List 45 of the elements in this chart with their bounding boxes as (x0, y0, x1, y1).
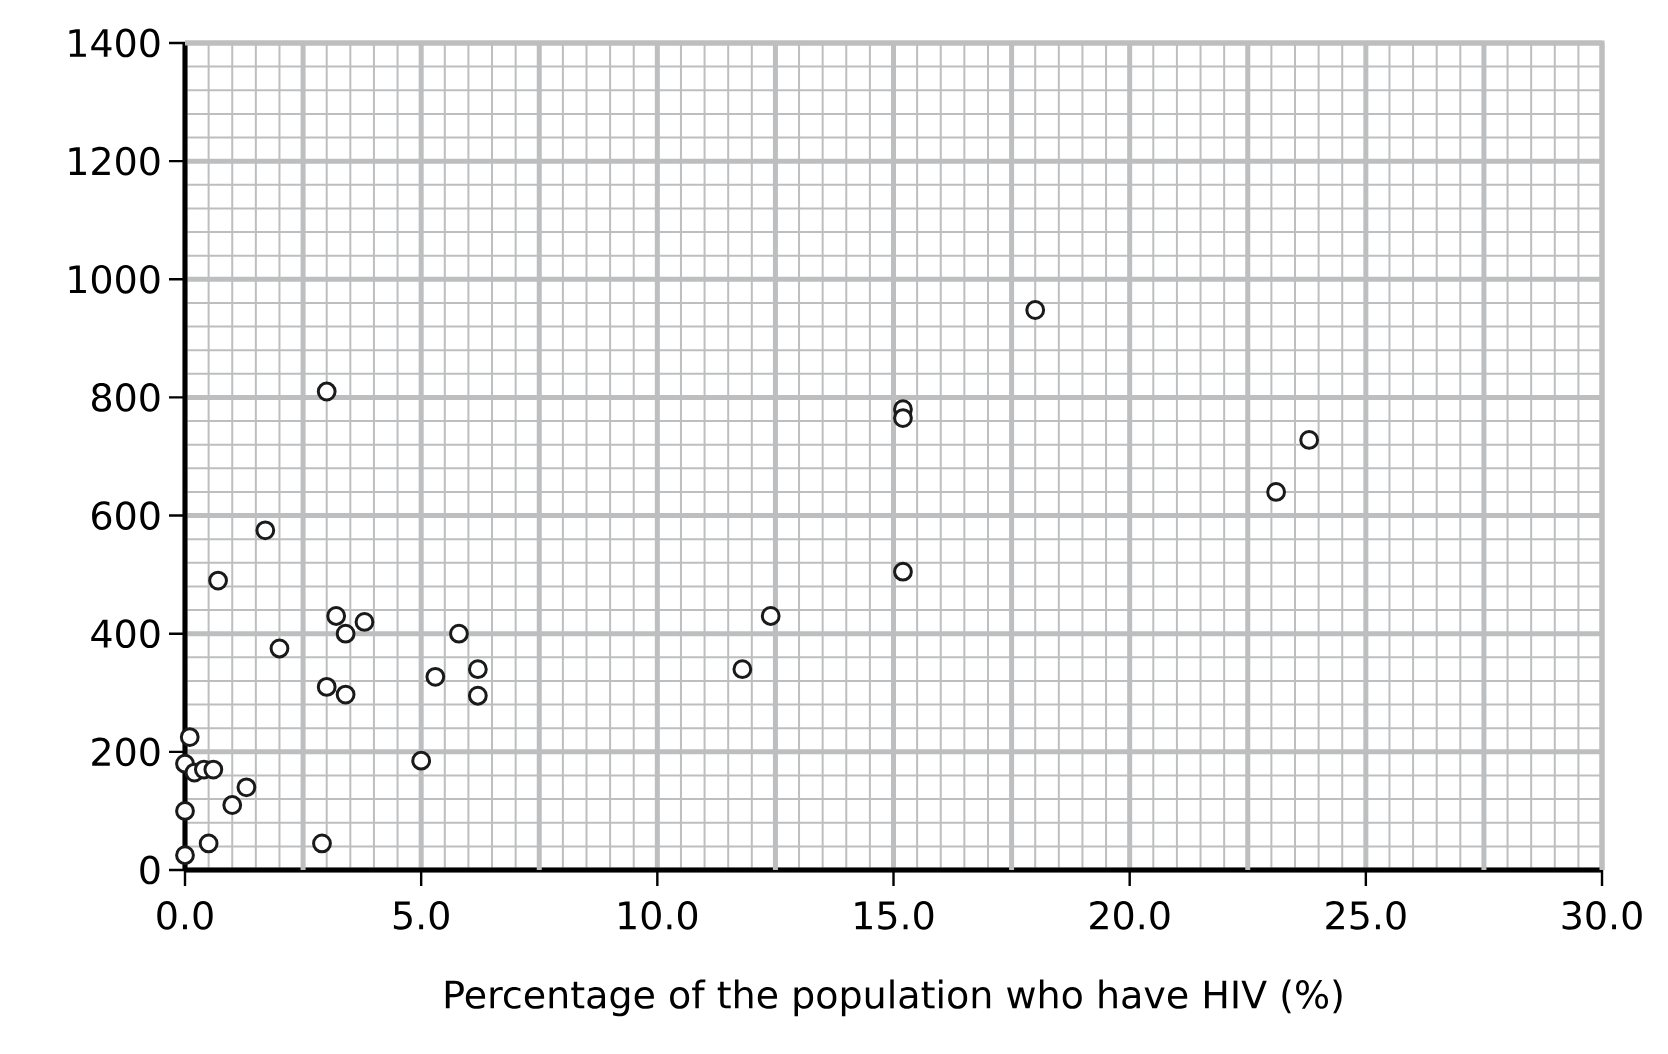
point (467, 659, 488, 680)
point (425, 666, 446, 687)
point (175, 845, 195, 866)
point (269, 638, 290, 659)
point (312, 833, 332, 854)
x-tick-label: 20.0 (1090, 901, 1170, 930)
point (198, 833, 219, 854)
x-tick-label: 10.0 (619, 901, 698, 930)
point (1025, 300, 1046, 320)
y-tick-label: 600 (92, 501, 160, 530)
point (760, 606, 781, 626)
point (893, 561, 913, 582)
point (467, 685, 488, 706)
y-tick-label: 1400 (69, 28, 160, 58)
point (179, 727, 200, 747)
x-tick-label: 15.0 (855, 901, 934, 930)
y-tick-label: 1200 (69, 146, 160, 176)
point (208, 570, 228, 591)
point (1266, 482, 1286, 502)
y-tick-label: 800 (92, 383, 160, 412)
y-tick-label: 200 (92, 737, 160, 767)
point (893, 408, 913, 428)
point (354, 612, 375, 632)
point (335, 623, 356, 644)
x-axis-title: Percentage of the population who have HIV (%) (445, 979, 1342, 1017)
x-tick-label: 5.0 (393, 901, 449, 930)
point (175, 801, 195, 821)
point (255, 520, 276, 541)
x-tick-label: 0.0 (157, 901, 213, 930)
point (326, 606, 347, 626)
x-tick-label: 30.0 (1562, 901, 1642, 930)
point (222, 795, 243, 815)
point (732, 659, 753, 680)
point (449, 623, 469, 644)
y-tick-label: 0 (140, 855, 160, 885)
point (1299, 430, 1320, 450)
point (316, 676, 337, 697)
x-tick-label: 25.0 (1326, 901, 1406, 930)
point (203, 759, 224, 780)
y-tick-label: 1000 (69, 264, 160, 294)
y-tick-label: 400 (91, 619, 160, 649)
point (335, 684, 356, 705)
point (411, 750, 432, 771)
point (316, 381, 337, 402)
point (236, 777, 257, 798)
